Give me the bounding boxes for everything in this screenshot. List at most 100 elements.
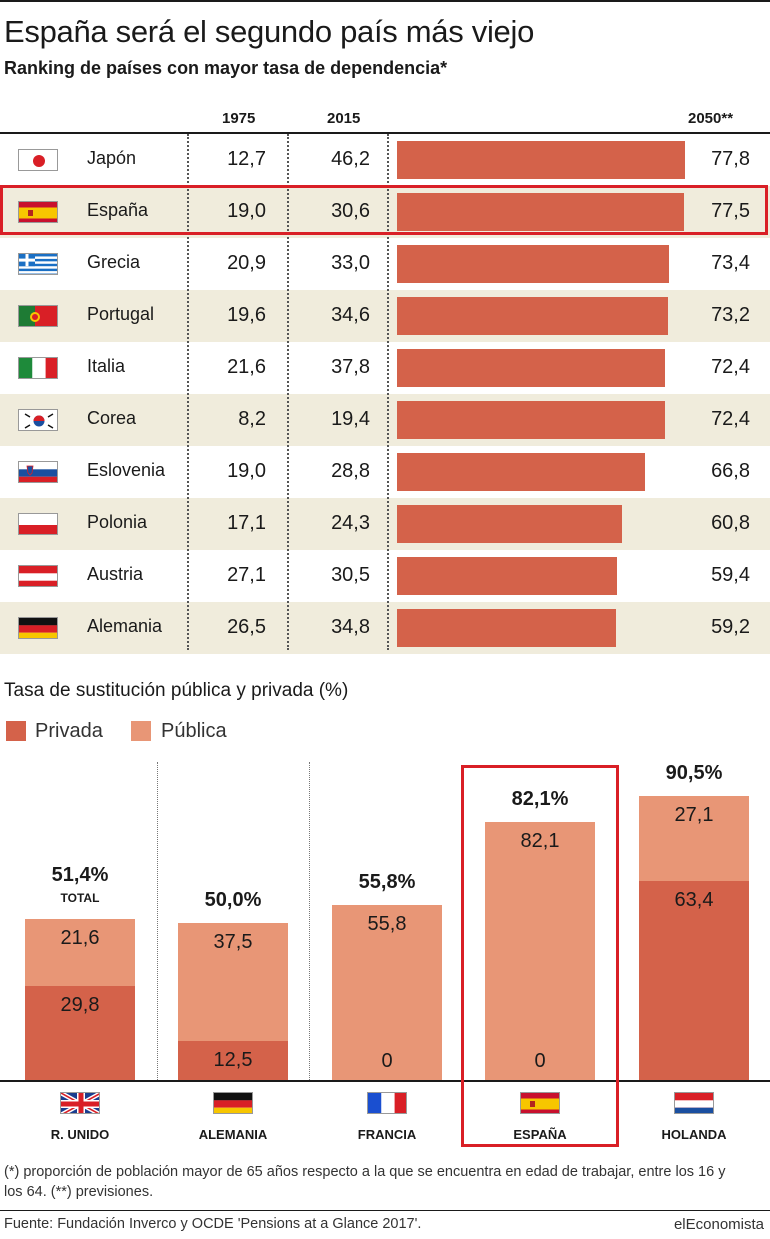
public-value-label: 21,6: [60, 926, 100, 949]
private-value-label: 0: [534, 1050, 546, 1072]
bar-2050: [397, 193, 685, 231]
slovenia-flag-icon: [18, 461, 58, 483]
value-1975: 20,9: [227, 252, 266, 274]
italy-flag-icon: [18, 357, 58, 379]
value-1975: 19,6: [227, 304, 266, 326]
legend-swatch-private: [6, 721, 26, 741]
ranking-row: Alemania 26,5 34,8 59,2: [0, 602, 770, 654]
germany-flag-icon: [18, 617, 58, 639]
value-2015: 34,8: [331, 616, 370, 638]
bar-2050: [397, 401, 666, 439]
value-2050: 73,2: [711, 304, 750, 326]
total-label: 55,8%: [358, 870, 416, 893]
spain-flag-icon: [18, 201, 58, 223]
country-name: Polonia: [87, 512, 148, 532]
private-value-label: 63,4: [674, 888, 714, 911]
total-label: 90,5%: [665, 761, 723, 784]
value-2050: 60,8: [711, 512, 750, 534]
value-2015: 46,2: [331, 148, 370, 170]
value-1975: 19,0: [227, 460, 266, 482]
total-sublabel: TOTAL: [60, 890, 100, 905]
chart-title: España será el segundo país más viejo: [4, 14, 535, 49]
value-2050: 73,4: [711, 252, 750, 274]
public-value-label: 55,8: [367, 912, 407, 935]
chart-baseline: [0, 1080, 770, 1082]
country-name: Eslovenia: [87, 460, 166, 480]
value-2015: 30,6: [331, 200, 370, 222]
greece-flag-icon: [18, 253, 58, 275]
private-value-label: 0: [381, 1050, 393, 1072]
value-2050: 72,4: [711, 408, 750, 430]
spain-row-highlight: [0, 185, 768, 235]
public-segment: [332, 904, 442, 1080]
spain-flag-icon: [520, 1092, 560, 1114]
country-name: España: [87, 200, 149, 220]
ranking-row: Grecia 20,9 33,0 73,4: [0, 238, 770, 290]
bar-2050: [397, 453, 645, 491]
value-2050: 59,2: [711, 616, 750, 638]
value-2050: 77,5: [711, 200, 750, 222]
value-2015: 24,3: [331, 512, 370, 534]
bar-2050: [397, 245, 669, 283]
country-name: Austria: [87, 564, 144, 584]
country-name: Japón: [87, 148, 137, 168]
header-rule: [0, 132, 770, 134]
ranking-subtitle: Ranking de países con mayor tasa de depe…: [4, 58, 448, 78]
private-value-label: 29,8: [60, 994, 100, 1017]
bar-2050: [397, 609, 617, 647]
value-2015: 37,8: [331, 356, 370, 378]
top-rule: [0, 0, 770, 2]
poland-flag-icon: [18, 513, 58, 535]
value-2050: 77,8: [711, 148, 750, 170]
ranking-row: Japón 12,7 46,2 77,8: [0, 134, 770, 186]
private-segment: [178, 1040, 288, 1080]
bar-2050: [397, 557, 618, 595]
value-2050: 59,4: [711, 564, 750, 586]
country-label: ESPAÑA: [513, 1127, 567, 1142]
value-2015: 33,0: [331, 252, 370, 274]
country-label: HOLANDA: [661, 1127, 727, 1142]
bar-divider: [157, 762, 158, 1080]
legend-label-private: Privada: [35, 720, 103, 742]
uk-flag-icon: [60, 1092, 100, 1114]
value-1975: 21,6: [227, 356, 266, 378]
total-label: 51,4%: [51, 863, 109, 886]
column-divider: [287, 134, 289, 650]
value-1975: 19,0: [227, 200, 266, 222]
replacement-title: Tasa de sustitución pública y privada (%…: [4, 680, 349, 701]
bar-2050: [397, 297, 669, 335]
source: Fuente: Fundación Inverco y OCDE 'Pensio…: [4, 1216, 422, 1232]
column-divider: [387, 134, 389, 650]
public-value-label: 82,1: [520, 830, 560, 853]
ranking-row: Eslovenia 19,0 28,8 66,8: [0, 446, 770, 498]
france-flag-icon: [367, 1092, 407, 1114]
country-name: Portugal: [87, 304, 155, 324]
public-segment: [178, 923, 288, 1041]
country-label: R. UNIDO: [50, 1127, 110, 1142]
total-label: 50,0%: [204, 889, 262, 911]
header-1975: 1975: [222, 110, 256, 127]
value-1975: 17,1: [227, 512, 266, 534]
country-name: Grecia: [87, 252, 141, 272]
germany-flag-icon: [213, 1092, 253, 1114]
value-2050: 66,8: [711, 460, 750, 482]
legend-label-public: Pública: [161, 720, 227, 742]
value-1975: 27,1: [227, 564, 266, 586]
ranking-row: Austria 27,1 30,5 59,4: [0, 550, 770, 602]
private-value-label: 12,5: [213, 1048, 253, 1071]
country-name: Alemania: [87, 616, 163, 636]
bar-2050: [397, 505, 623, 543]
private-segment: [25, 986, 135, 1080]
spain-bar-highlight: [461, 765, 619, 1147]
header-2015: 2015: [327, 110, 361, 127]
bar-divider: [309, 762, 310, 1080]
total-label: 82,1%: [511, 788, 569, 811]
country-name: Corea: [87, 408, 137, 428]
value-1975: 8,2: [238, 408, 266, 430]
public-value-label: 27,1: [674, 803, 714, 826]
value-2050: 72,4: [711, 356, 750, 378]
country-name: Italia: [87, 356, 126, 376]
public-value-label: 37,5: [213, 931, 253, 953]
header-2050: 2050**: [688, 110, 734, 127]
japan-flag-icon: [18, 149, 58, 171]
